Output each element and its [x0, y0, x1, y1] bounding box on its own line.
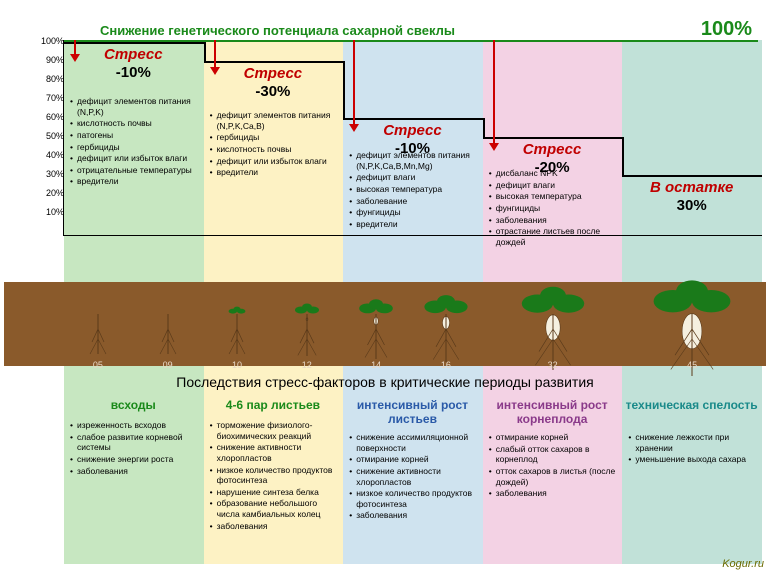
consequence-item: снижение энергии роста [70, 454, 201, 465]
stress-factor-item: вредители [70, 176, 201, 187]
y-tick: 30% [36, 169, 64, 179]
consequence-item: отток сахаров в листья (после дождей) [489, 466, 620, 487]
phase-title: интенсивный рост листьев [343, 398, 482, 426]
growth-stage-number: 09 [163, 360, 173, 370]
stress-factor-item: высокая температура [349, 184, 480, 195]
stress-factors-list: дефицит элементов питания (N,P,K,Ca,B,Mn… [349, 150, 480, 230]
y-tick: 20% [36, 188, 64, 198]
stress-factor-item: дефицит элементов питания (N,P,K) [70, 96, 201, 117]
stress-factor-item: гербициды [210, 132, 341, 143]
stress-factor-item: кислотность почвы [210, 144, 341, 155]
pct-label: 30% [622, 197, 761, 214]
growth-stage-number: 32 [548, 360, 558, 370]
phase-title: всходы [64, 398, 203, 412]
consequence-item: изреженность всходов [70, 420, 201, 431]
stress-factor-item: дефицит элементов питания (N,P,K,Ca,B,Mn… [349, 150, 480, 171]
remainder-label: В остатке [622, 179, 761, 196]
phase-title: техническая спелость [622, 398, 761, 412]
consequence-item: снижение лежкости при хранении [628, 432, 759, 453]
stress-factor-item: гербициды [70, 142, 201, 153]
stress-factors-list: дефицит элементов питания (N,P,K)кислотн… [70, 96, 201, 188]
phase-title: интенсивный рост корнеплода [483, 398, 622, 426]
stress-factor-item: дефицит элементов питания (N,P,K,Ca,B) [210, 110, 341, 131]
stress-factor-item: дефицит влаги [349, 172, 480, 183]
consequences-title: Последствия стресс-факторов в критически… [0, 374, 770, 390]
plant-cell: 32 [483, 240, 623, 370]
stress-factors-list: дефицит элементов питания (N,P,K,Ca,B)ге… [210, 110, 341, 179]
consequence-item: торможение физиолого-биохимических реакц… [210, 420, 341, 441]
y-tick: 50% [36, 131, 64, 141]
stress-factor-item: фунгициды [489, 203, 620, 214]
stress-factor-item: дефицит или избыток влаги [210, 156, 341, 167]
consequence-item: слабый отток сахаров в корнеплод [489, 444, 620, 465]
plant-cell: 05 09 [64, 240, 204, 370]
plant-cell: 10 12 [204, 240, 344, 370]
consequences-list: торможение физиолого-биохимических реакц… [210, 420, 341, 532]
stress-factor-item: высокая температура [489, 191, 620, 202]
stress-factor-item: кислотность почвы [70, 118, 201, 129]
stress-label: Стресс [64, 46, 203, 63]
consequence-item: отмирание корней [349, 454, 480, 465]
phase-title: 4-6 пар листьев [204, 398, 343, 412]
y-tick: 70% [36, 93, 64, 103]
stress-label: Стресс [483, 141, 622, 158]
y-tick: 90% [36, 55, 64, 65]
stress-factor-item: отрицательные температуры [70, 165, 201, 176]
growth-stage-number: 05 [93, 360, 103, 370]
chart-title: Снижение генетического потенциала сахарн… [100, 23, 455, 38]
consequence-item: заболевания [70, 466, 201, 477]
consequence-item: снижение активности хлоропластов [210, 442, 341, 463]
y-tick: 10% [36, 207, 64, 217]
consequences-list: снижение лежкости при храненииуменьшение… [628, 432, 759, 466]
consequences-list: изреженность всходовслабое развитие корн… [70, 420, 201, 477]
consequence-item: заболевания [210, 521, 341, 532]
consequence-item: снижение ассимиляционной поверхности [349, 432, 480, 453]
stress-factor-item: вредители [210, 167, 341, 178]
stress-factor-item: дефицит или избыток влаги [70, 153, 201, 164]
stress-factor-item: патогены [70, 130, 201, 141]
consequences-list: отмирание корнейслабый отток сахаров в к… [489, 432, 620, 500]
y-tick: 80% [36, 74, 64, 84]
consequence-item: низкое количество продуктов фотосинтеза [349, 488, 480, 509]
growth-stage-number: 16 [441, 360, 451, 370]
stress-factor-item: заболевания [489, 215, 620, 226]
y-tick: 40% [36, 150, 64, 160]
stress-label: Стресс [343, 122, 482, 139]
consequence-item: образование небольшого числа камбиальных… [210, 498, 341, 519]
watermark: Kogur.ru [722, 558, 764, 570]
consequence-item: нарушение синтеза белка [210, 487, 341, 498]
plant-cell: 45 [622, 240, 762, 370]
pct-label: -30% [204, 83, 343, 100]
y-axis: 100%90%80%70%60%50%40%30%20%10% [34, 40, 64, 235]
infographic-root: Снижение генетического потенциала сахарн… [0, 0, 770, 572]
consequence-item: отмирание корней [489, 432, 620, 443]
growth-stage-number: 10 [232, 360, 242, 370]
pct-label: -10% [64, 64, 203, 81]
hundred-percent-label: 100% [701, 18, 752, 41]
growth-stage-number: 14 [371, 360, 381, 370]
plant-cell: 14 16 [343, 240, 483, 370]
stress-factors-list: дисбаланс NPKдефицит влагивысокая темпер… [489, 168, 620, 248]
consequence-item: уменьшение выхода сахара [628, 454, 759, 465]
stress-factor-item: фунгициды [349, 207, 480, 218]
consequences-list: снижение ассимиляционной поверхностиотми… [349, 432, 480, 522]
growth-stage-number: 12 [302, 360, 312, 370]
growth-stage-number: 45 [687, 360, 697, 370]
stress-factor-item: дисбаланс NPK [489, 168, 620, 179]
stress-factor-item: заболевание [349, 196, 480, 207]
y-tick: 60% [36, 112, 64, 122]
consequence-item: заболевания [489, 488, 620, 499]
stress-label: Стресс [204, 65, 343, 82]
stress-factor-item: дефицит влаги [489, 180, 620, 191]
plant-row: 05 09 10 [64, 240, 762, 370]
consequence-item: снижение активности хлоропластов [349, 466, 480, 487]
consequence-item: низкое количество продуктов фотосинтеза [210, 465, 341, 486]
y-tick: 100% [36, 36, 64, 46]
stress-factor-item: вредители [349, 219, 480, 230]
consequence-item: слабое развитие корневой системы [70, 432, 201, 453]
consequence-item: заболевания [349, 510, 480, 521]
